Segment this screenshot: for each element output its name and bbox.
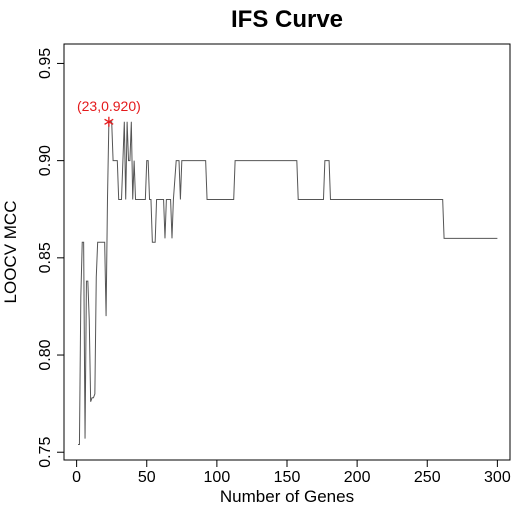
x-tick-label: 200 [344, 469, 371, 486]
highlight-marker: (23,0.920) [77, 98, 141, 127]
x-tick-label: 300 [484, 469, 511, 486]
y-tick-label: 0.90 [37, 145, 54, 176]
x-tick-label: 50 [138, 469, 156, 486]
chart-title: IFS Curve [231, 6, 343, 33]
y-tick-label: 0.85 [37, 242, 54, 273]
x-tick-label: 100 [204, 469, 231, 486]
highlight-asterisk-stroke [104, 118, 114, 125]
series-line [78, 121, 498, 445]
y-axis-label: LOOCV MCC [1, 201, 20, 304]
y-axis: 0.75 0.80 0.85 0.90 0.95 [37, 48, 65, 468]
y-tick-label: 0.75 [37, 437, 54, 468]
x-axis-label: Number of Genes [220, 487, 354, 506]
highlight-label: (23,0.920) [77, 98, 141, 114]
x-tick-label: 0 [72, 469, 81, 486]
y-tick-label: 0.95 [37, 48, 54, 79]
x-axis: 0 50 100 150 200 250 300 [72, 459, 511, 486]
x-tick-label: 150 [274, 469, 301, 486]
y-tick-label: 0.80 [37, 339, 54, 370]
x-tick-label: 250 [414, 469, 441, 486]
